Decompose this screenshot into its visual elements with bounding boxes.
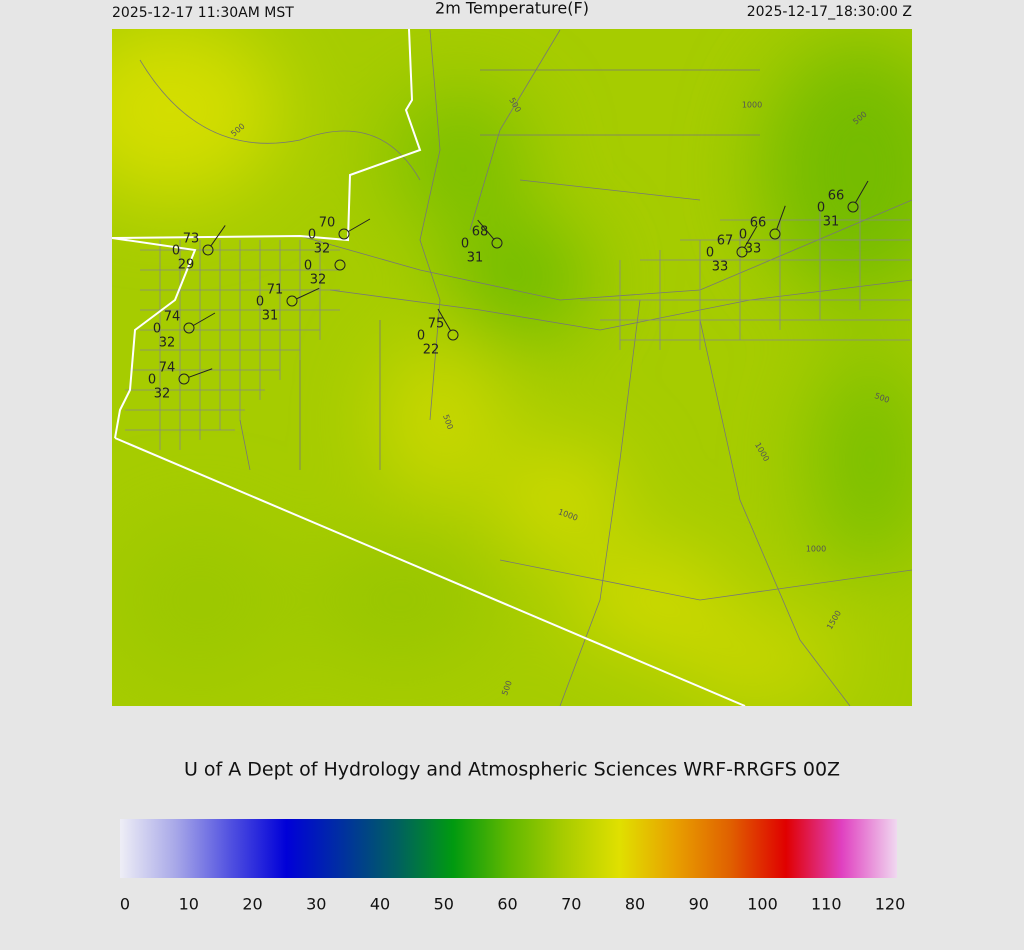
station-temperature: 70: [319, 216, 336, 231]
station-circle: [769, 228, 781, 240]
station: 032: [304, 259, 346, 288]
station-pressure: 0: [817, 201, 825, 216]
wind-barb: [776, 205, 786, 230]
station-pressure: 0: [172, 244, 180, 259]
colorbar-tick-label: 60: [497, 895, 517, 914]
station-dewpoint: 32: [314, 242, 331, 257]
colorbar-tick-label: 110: [811, 895, 842, 914]
colorbar-tick-label: 0: [120, 895, 130, 914]
boundaries: [112, 29, 746, 706]
colorbar-tick-label: 20: [242, 895, 262, 914]
wind-barb: [348, 218, 371, 232]
colorbar-tick-label: 70: [561, 895, 581, 914]
station-temperature: 68: [472, 225, 489, 240]
wind-barb: [210, 225, 226, 247]
station-dewpoint: 29: [178, 258, 195, 273]
station-dewpoint: 32: [159, 336, 176, 351]
wind-barb: [477, 219, 495, 240]
valid-utc-time: 2025-12-17_18:30:00 Z: [747, 4, 912, 20]
station-dewpoint: 22: [423, 343, 440, 358]
wind-barb: [193, 312, 216, 326]
colorbar-tick-label: 90: [689, 895, 709, 914]
station-temperature: 73: [183, 232, 200, 247]
wind-barb: [744, 225, 758, 248]
station-temperature: 74: [164, 310, 181, 325]
station-plots: 7302970032032710317403274032750226803167…: [148, 180, 869, 402]
station-pressure: 0: [461, 237, 469, 252]
station-circle: [491, 237, 503, 249]
wind-barb: [855, 180, 869, 203]
station-circle: [447, 329, 459, 341]
station-circle: [736, 246, 748, 258]
station-dewpoint: 31: [262, 309, 279, 324]
temperature-field: [112, 29, 912, 706]
station-dewpoint: 33: [712, 260, 729, 275]
colorbar-tick-label: 40: [370, 895, 390, 914]
station-dewpoint: 32: [310, 273, 327, 288]
station-temperature: 66: [828, 189, 845, 204]
station-temperature: 67: [717, 234, 734, 249]
colorbar-tick-label: 50: [434, 895, 454, 914]
station-temperature: 75: [428, 317, 445, 332]
station-dewpoint: 32: [154, 387, 171, 402]
station-temperature: 74: [159, 361, 176, 376]
footer-credit: U of A Dept of Hydrology and Atmospheric…: [184, 759, 840, 781]
station-circle: [847, 201, 859, 213]
station-circle: [178, 373, 190, 385]
colorbar-tick-label: 30: [306, 895, 326, 914]
station-dewpoint: 31: [823, 215, 840, 230]
wind-barb: [188, 368, 213, 378]
station-circle: [338, 228, 350, 240]
valid-local-time: 2025-12-17 11:30AM MST: [112, 5, 294, 21]
station-circle: [183, 322, 195, 334]
station-temperature: 71: [267, 283, 284, 298]
urban-grid: [125, 200, 910, 450]
station-circle: [334, 259, 346, 271]
colorbar-ticks: 0 10 20 30 40 50 60 70 80 90 100 110 120: [120, 895, 905, 914]
station-pressure: 0: [739, 228, 747, 243]
wind-barb: [437, 308, 451, 331]
station-pressure: 0: [148, 373, 156, 388]
colorbar-tick-label: 80: [625, 895, 645, 914]
station-pressure: 0: [153, 322, 161, 337]
map-title: 2m Temperature(F): [435, 0, 589, 18]
station-pressure: 0: [417, 329, 425, 344]
station-pressure: 0: [256, 295, 264, 310]
station-circle: [286, 295, 298, 307]
station-pressure: 0: [706, 246, 714, 261]
station-pressure: 0: [308, 228, 316, 243]
station-dewpoint: 31: [467, 251, 484, 266]
station-circle: [202, 244, 214, 256]
colorbar-tick-label: 10: [179, 895, 199, 914]
colorbar-tick-label: 100: [747, 895, 778, 914]
station-dewpoint: 33: [745, 242, 762, 257]
contour-label: 1000: [806, 545, 826, 554]
colorbar-tick-label: 120: [875, 895, 906, 914]
wind-barb: [296, 287, 320, 300]
station-temperature: 66: [750, 216, 767, 231]
colorbar: [120, 819, 897, 878]
contour-label: 1000: [742, 101, 762, 110]
station-pressure: 0: [304, 259, 312, 274]
